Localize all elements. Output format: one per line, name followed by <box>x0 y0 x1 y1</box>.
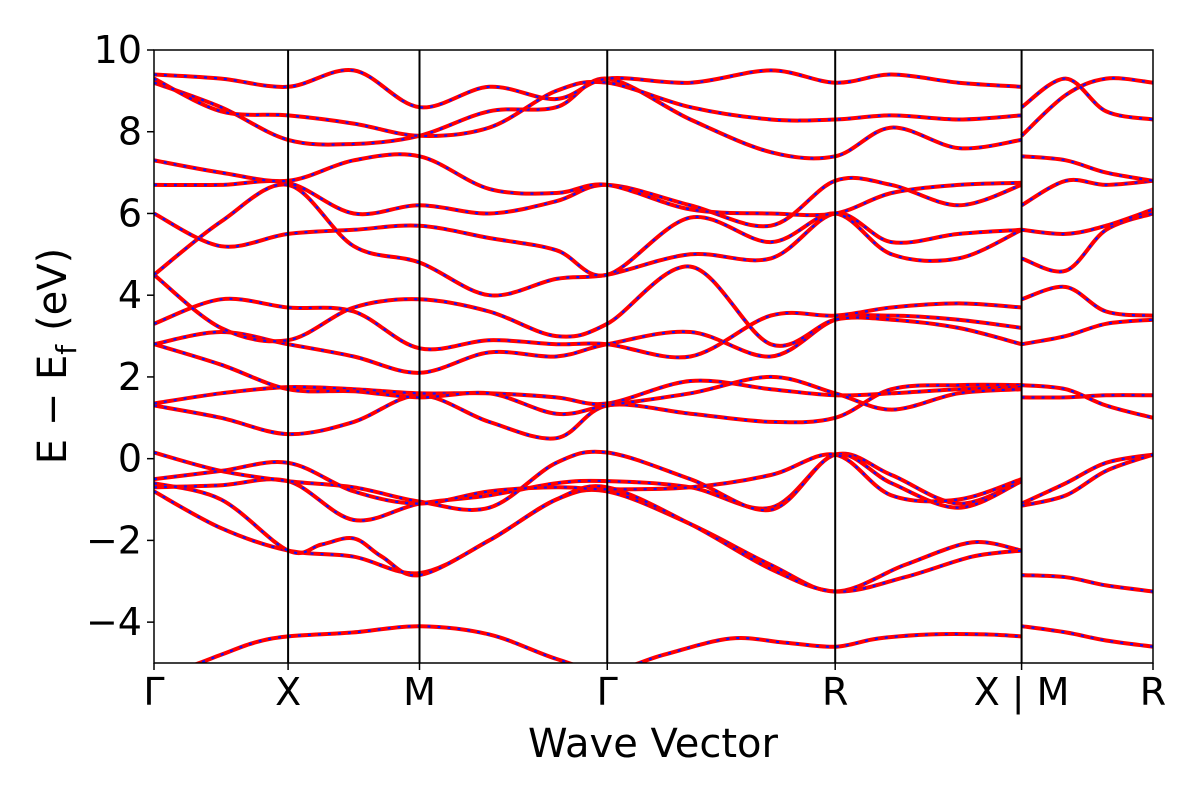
band-line-20 <box>154 182 1022 298</box>
x-axis-title: Wave Vector <box>528 721 779 767</box>
band-overlay-24 <box>1021 212 1153 273</box>
x-tick-label: Γ <box>597 670 618 714</box>
y-tick-label: 2 <box>118 355 142 399</box>
band-overlay-11 <box>154 379 1022 406</box>
band-overlay-13 <box>1021 394 1153 399</box>
y-axis-title-main: E − E <box>30 355 76 465</box>
band-line-31 <box>1020 76 1153 138</box>
band-line-23 <box>154 152 1022 218</box>
band-line-28 <box>154 76 1022 161</box>
x-tick-label: X | M <box>974 670 1070 715</box>
band-overlay-27 <box>1021 155 1153 182</box>
y-tick-label: 6 <box>118 191 142 235</box>
band-overlay-2 <box>154 488 1022 593</box>
band-line-2 <box>154 487 1023 594</box>
band-overlay-18 <box>1021 318 1153 346</box>
band-overlay-20 <box>154 183 1022 297</box>
band-line-30 <box>154 68 1022 110</box>
plot-frame <box>153 49 1154 664</box>
band-overlay-1 <box>1021 625 1153 648</box>
band-overlay-19 <box>1021 285 1153 317</box>
band-overlay-26 <box>1021 178 1153 207</box>
band-overlay-32 <box>1020 77 1153 121</box>
band-line-0 <box>193 624 1022 663</box>
band-overlay-29 <box>154 77 1022 138</box>
y-tick-label: 0 <box>118 437 142 481</box>
band-overlay-4 <box>1021 574 1153 593</box>
y-ticks-layer: −4 −2 0 2 4 6 8 10 <box>86 28 154 644</box>
x-ticks-layer: Γ X M Γ R X | M R <box>143 663 1166 715</box>
y-tick-label: −4 <box>86 600 142 644</box>
bands-layer <box>154 68 1153 663</box>
kpoint-lines-layer <box>287 50 1023 663</box>
band-line-26 <box>1020 178 1153 208</box>
band-overlay-3 <box>154 482 1022 593</box>
band-line-11 <box>154 378 1022 407</box>
band-overlay-7 <box>154 453 1022 505</box>
y-tick-label: −2 <box>86 518 142 562</box>
band-line-25 <box>1021 207 1153 236</box>
band-overlay-31 <box>1020 77 1153 137</box>
x-tick-label: M <box>403 670 436 714</box>
band-overlay-9 <box>1021 453 1153 507</box>
band-overlay-0 <box>196 625 1022 663</box>
x-tick-label: Γ <box>143 670 164 714</box>
y-axis-title-sub: f <box>50 344 83 355</box>
band-overlay-17 <box>154 265 1022 347</box>
y-tick-label: 10 <box>94 28 142 72</box>
band-overlay-22 <box>154 176 1022 228</box>
band-line-1 <box>1021 624 1153 649</box>
x-tick-label: R <box>822 670 848 714</box>
band-line-24 <box>1020 211 1153 274</box>
band-overlay-28 <box>154 77 1022 160</box>
band-line-21 <box>154 211 1023 278</box>
band-line-14 <box>1021 383 1153 420</box>
y-tick-label: 8 <box>118 110 142 154</box>
x-tick-label: R <box>1140 670 1166 714</box>
band-line-9 <box>1021 452 1153 508</box>
band-line-27 <box>1021 154 1153 183</box>
y-axis-title: E − Ef (eV) <box>30 248 83 465</box>
y-tick-label: 4 <box>118 273 142 317</box>
y-axis-title-unit: (eV) <box>30 248 76 331</box>
band-overlay-15 <box>154 314 1022 374</box>
band-line-12 <box>154 342 1022 417</box>
band-overlay-6 <box>154 450 1023 512</box>
band-overlay-21 <box>154 212 1023 277</box>
band-overlay-5 <box>154 452 1023 522</box>
x-tick-label: X <box>275 670 301 714</box>
band-line-3 <box>154 481 1022 594</box>
band-overlay-30 <box>154 68 1022 109</box>
band-overlay-8 <box>1021 453 1153 505</box>
band-line-18 <box>1021 317 1153 347</box>
band-line-16 <box>154 296 1022 360</box>
